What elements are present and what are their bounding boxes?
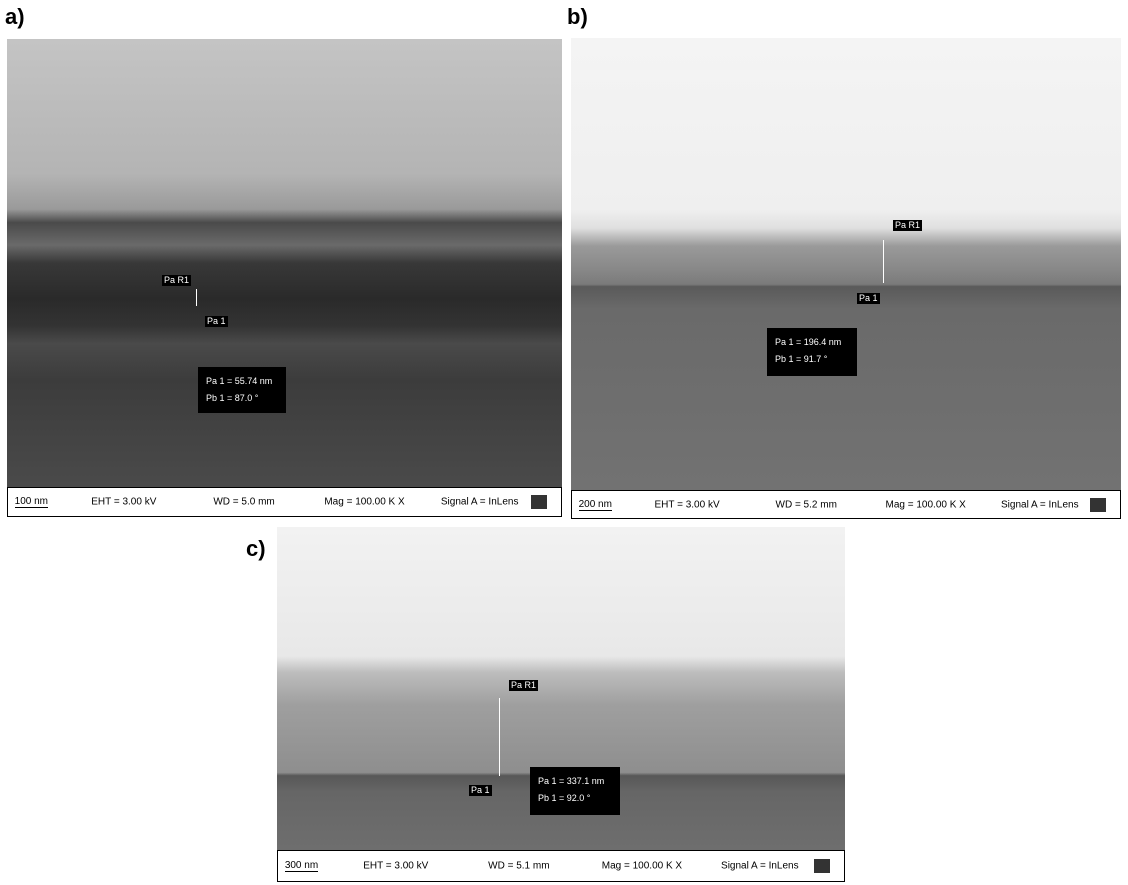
measurement: Pa 1 = 196.4 nm (775, 334, 849, 351)
logo (1090, 498, 1106, 512)
info-signal: Signal A = InLens (1001, 499, 1079, 510)
measure-line (499, 698, 500, 776)
panel-label: a) (5, 4, 25, 30)
measurement: Pb 1 = 87.0 ° (206, 390, 278, 407)
marker-label: Pa 1 (469, 785, 492, 796)
info-eht: EHT = 3.00 kV (363, 861, 428, 872)
panel-label: b) (567, 4, 588, 30)
info-mag: Mag = 100.00 K X (886, 499, 966, 510)
marker-label: Pa R1 (509, 680, 538, 691)
logo (531, 495, 547, 509)
info-mag: Mag = 100.00 K X (602, 861, 682, 872)
measure-line (883, 240, 884, 283)
measurement: Pa 1 = 337.1 nm (538, 773, 612, 790)
info-eht: EHT = 3.00 kV (655, 499, 720, 510)
info-wd: WD = 5.1 mm (488, 861, 549, 872)
marker-label: Pa 1 (857, 293, 880, 304)
info-mag: Mag = 100.00 K X (324, 497, 404, 508)
info-scale: 100 nm (15, 496, 48, 508)
info-signal: Signal A = InLens (721, 861, 799, 872)
info-signal: Signal A = InLens (441, 497, 519, 508)
marker-label: Pa R1 (162, 275, 191, 286)
measure-line (196, 289, 197, 306)
measurement: Pa 1 = 55.74 nm (206, 373, 278, 390)
measurement: Pb 1 = 92.0 ° (538, 790, 612, 807)
info-wd: WD = 5.0 mm (213, 497, 274, 508)
panel-label: c) (246, 536, 266, 562)
info-bar: 200 nm EHT = 3.00 kV WD = 5.2 mm Mag = 100.… (571, 490, 1121, 519)
info-scale: 300 nm (285, 860, 318, 872)
info-bar: 300 nm EHT = 3.00 kV WD = 5.1 mm Mag = 100.… (277, 850, 845, 882)
figure: (() => { const data = JSON.parse(documen… (0, 0, 1128, 885)
info-scale: 200 nm (579, 499, 612, 511)
marker-label: Pa 1 (205, 316, 228, 327)
marker-label: Pa R1 (893, 220, 922, 231)
measurement: Pb 1 = 91.7 ° (775, 351, 849, 368)
info-wd: WD = 5.2 mm (776, 499, 837, 510)
info-eht: EHT = 3.00 kV (91, 497, 156, 508)
info-bar: 100 nm EHT = 3.00 kV WD = 5.0 mm Mag = 100.… (7, 487, 562, 517)
logo (814, 859, 830, 873)
